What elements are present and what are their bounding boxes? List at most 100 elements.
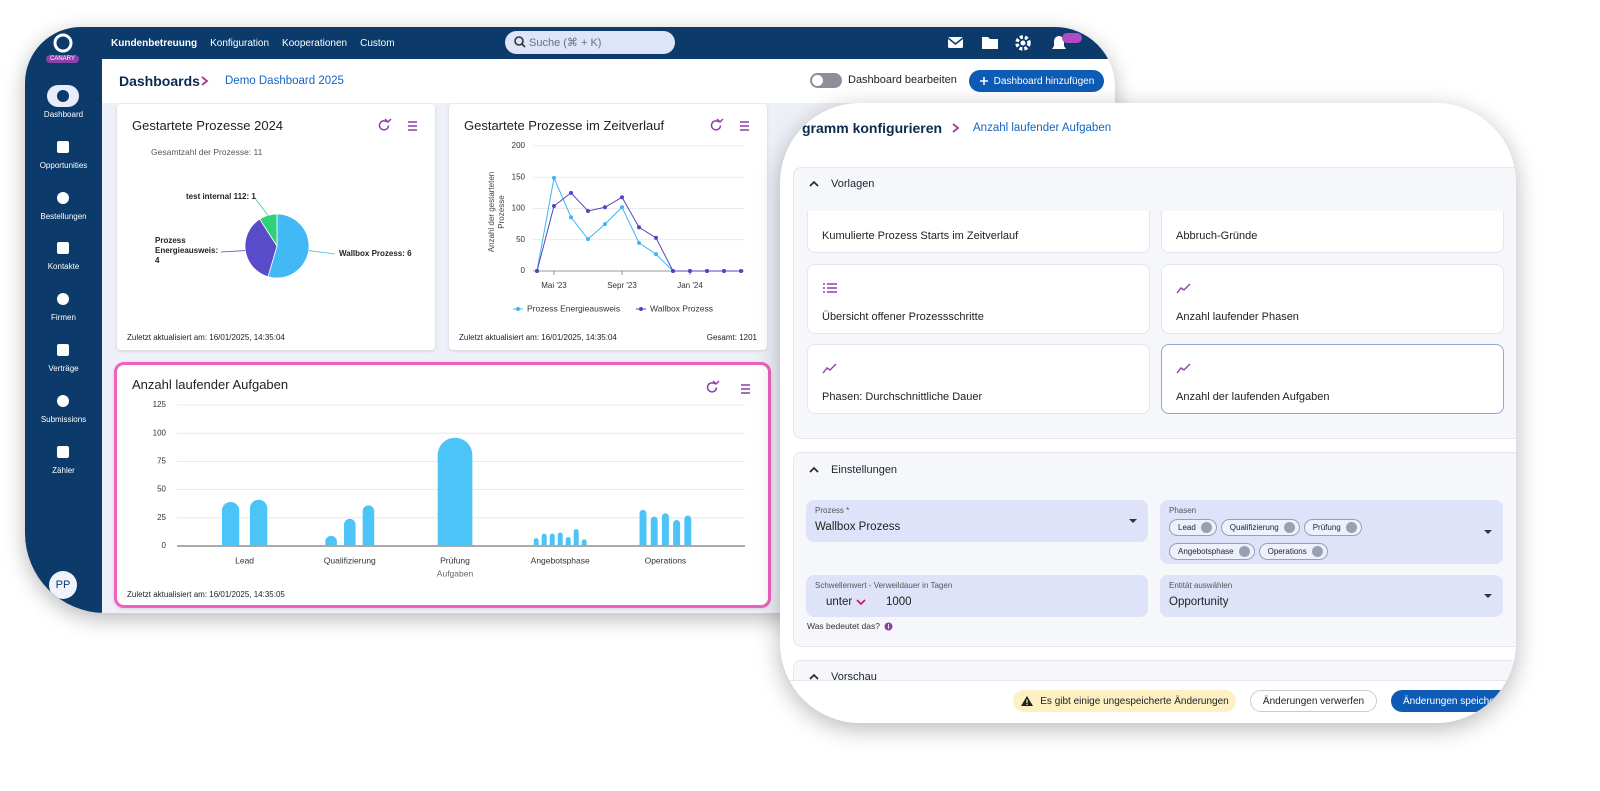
point [552,175,556,180]
template-icon [822,363,837,374]
chip-row: Lead Qualifizierung Prüfung [1169,517,1469,541]
nav-icons[interactable] [942,27,1115,59]
x-tick-label: Angebotsphase [531,555,590,565]
sidebar-label: Opportunities [39,160,88,170]
sidebar-icon [47,441,79,463]
y-tick-label: 100 [512,204,526,213]
icon-glyph [57,140,69,153]
chip[interactable]: Angebotsphase [1169,543,1255,560]
operator[interactable]: unter [826,596,853,608]
collapse-icon[interactable] [808,671,820,683]
chip-remove[interactable] [1283,522,1295,533]
template-tile[interactable]: Anzahl der laufenden Aufgaben [1161,344,1504,414]
chip-remove[interactable] [1345,522,1357,533]
sidebar-item[interactable]: Dashboard [25,82,102,126]
chart: 0 25 50 75 100 125 Lead Qualifizierung Prüfung An… [153,380,750,578]
menu-item[interactable]: Custom [360,37,395,49]
point [603,205,607,210]
icon-glyph [823,283,837,293]
entity-select[interactable]: Entität auswählen Opportunity [1160,575,1503,617]
y-tick-label: 100 [153,428,167,437]
point [569,190,573,195]
bar [650,516,658,546]
warning-icon [1021,696,1034,706]
collapse-icon[interactable] [808,464,820,476]
toggle-label: Dashboard bearbeiten [848,74,957,86]
template-tile[interactable]: Anzahl laufender Phasen [1161,264,1504,334]
menu-item[interactable]: Kooperationen [282,37,348,49]
discard-button[interactable]: Änderungen verwerfen [1250,690,1377,712]
chart-card-selected[interactable]: Anzahl laufender Aufgaben 0 25 50 75 100 125 L… [114,362,771,608]
threshold-input[interactable]: Schwellenwert - Verweildauer in Tagen un… [806,575,1148,617]
chip-remove[interactable] [1238,546,1250,557]
dropdown-icon [1484,594,1492,598]
y-tick-label: 25 [157,513,166,522]
bar [557,532,563,546]
collapse-icon[interactable] [808,178,820,190]
pie-slice [267,213,310,279]
chart-title: Anzahl laufender Aufgaben [132,377,289,392]
y-tick-label: 0 [162,541,167,550]
panel-title: gramm konfigurieren [802,120,943,136]
section-heading: Einstellungen [831,464,898,476]
chip-label: Qualifizierung [1229,523,1279,532]
chip-remove[interactable] [1200,522,1212,533]
icon-glyph [57,90,69,102]
phases-select[interactable]: Phasen Lead Qualifizierung Prüfung Angebots… [1160,500,1503,564]
sidebar-item[interactable]: Bestellungen [25,184,102,228]
icon-glyph [57,293,69,306]
point [637,240,641,245]
save-button[interactable]: Änderungen speichern [1391,690,1516,712]
updated-note: Zuletzt aktualisiert am: 16/01/2025, 14:… [127,590,285,599]
data-label: test internal 112: 1 [186,192,256,201]
sidebar-item[interactable]: Zähler [25,438,102,482]
sidebar-label: Dashboard [43,110,84,119]
chip[interactable]: Qualifizierung [1220,519,1300,536]
field-label: Prozess * [815,506,850,515]
chip[interactable]: Operations [1258,543,1328,560]
add-dashboard-button[interactable]: Dashboard hinzufügen [969,70,1104,92]
chip-remove[interactable] [1311,546,1323,557]
breadcrumb[interactable]: Demo Dashboard 2025 [225,75,344,87]
template-tile[interactable]: Übersicht offener Prozessschritte [807,264,1150,334]
template-tile[interactable]: Kumulierte Prozess Starts im Zeitverlauf [807,211,1150,253]
template-label: Anzahl laufender Phasen [1176,311,1299,323]
template-tile[interactable]: Abbruch-Gründe [1161,211,1504,253]
page-header: Dashboards Demo Dashboard 2025 Dashboard… [102,59,1115,103]
menu-item[interactable]: Konfiguration [210,37,270,49]
sidebar-item[interactable]: Verträge [25,336,102,380]
card-actions[interactable] [706,380,750,394]
template-tile[interactable]: Phasen: Durchschnittliche Dauer [807,344,1150,414]
point [603,222,607,227]
help-link[interactable]: Was bedeutet das? [807,621,893,631]
sidebar-item[interactable]: Firmen [25,285,102,329]
sidebar-item[interactable]: Kontakte [25,234,102,278]
menu-item[interactable]: Kundenbetreuung [111,37,198,49]
field-label: Entität auswählen [1169,581,1233,590]
card-actions[interactable] [378,118,417,131]
sidebar-item[interactable]: Opportunities [25,133,102,177]
toggle[interactable] [810,73,842,88]
bar [661,513,669,546]
chip[interactable]: Prüfung [1303,519,1362,536]
y-tick-label: 125 [153,400,167,409]
avatar[interactable]: PP [49,571,77,599]
y-tick-label: 50 [516,235,525,244]
template-icon [823,283,837,293]
icon-glyph [1176,363,1191,374]
card-actions[interactable] [710,118,749,131]
point [637,225,641,230]
chip-label: Lead [1178,523,1196,532]
sidebar-item[interactable]: Submissions [25,387,102,431]
search[interactable]: Suche (⌘ + K) [505,31,675,54]
dropdown-icon [1484,530,1492,534]
chip[interactable]: Lead [1169,519,1217,536]
bar [565,536,571,546]
toggle-knob [812,75,823,86]
bar [344,518,356,546]
legend-marker [639,307,643,311]
sidebar-label: Verträge [48,364,79,373]
process-select[interactable]: Prozess * Wallbox Prozess [806,500,1148,542]
chart-subtitle: Gesamtzahl der Prozesse: 11 [151,147,263,157]
